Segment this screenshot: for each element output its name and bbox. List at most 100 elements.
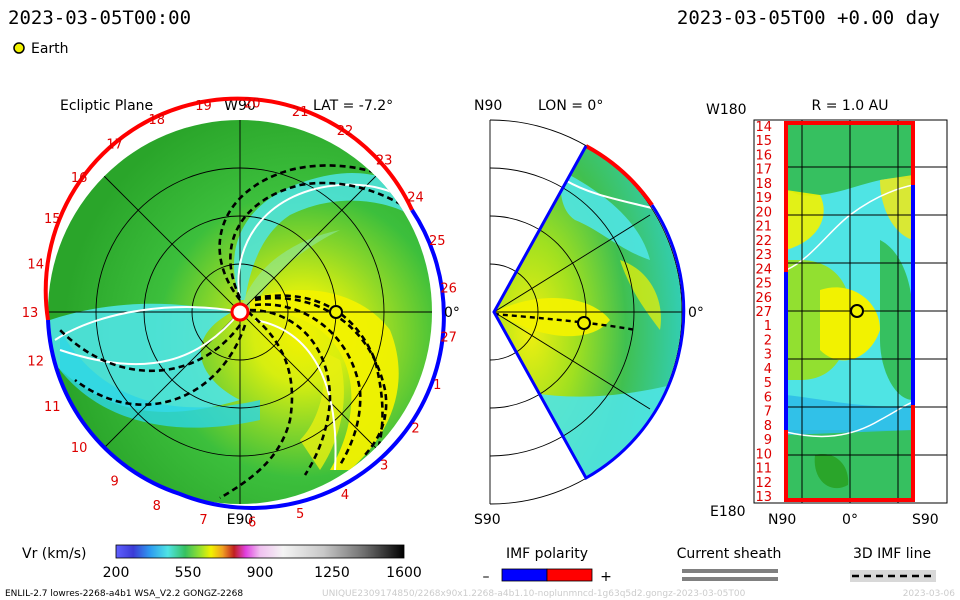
synoptic-y-label: 1	[764, 319, 772, 334]
synoptic-y-label: 23	[755, 248, 772, 263]
colorbar-tick: 200	[103, 565, 130, 581]
carrington-label: 23	[376, 153, 393, 168]
datetime-right: 2023-03-05T00 +0.00 day	[677, 7, 940, 29]
carrington-label: 3	[380, 459, 388, 474]
carrington-label: 13	[22, 306, 39, 321]
imf-minus-sign: –	[483, 569, 490, 585]
synoptic-y-label: 22	[755, 234, 772, 249]
carrington-label: 5	[296, 507, 304, 522]
carrington-label: 1	[433, 378, 441, 393]
synoptic-y-label: 16	[755, 149, 772, 164]
current-sheath-legend: Current sheath	[677, 546, 782, 581]
synoptic-y-label: 12	[755, 476, 772, 491]
colorbar-tick: 900	[247, 565, 274, 581]
carrington-label: 7	[199, 513, 207, 528]
carrington-label: 10	[71, 441, 88, 456]
ecliptic-top-label: W90	[224, 98, 256, 114]
synoptic-panel: W180 R = 1.0 AU	[706, 98, 948, 528]
meridional-polarity-negative	[492, 145, 686, 481]
synoptic-y-label: 3	[764, 348, 772, 363]
synoptic-y-label: 10	[755, 447, 772, 462]
earth-marker-ecliptic	[329, 305, 343, 319]
current-sheath-swatch-top	[682, 569, 778, 573]
datetime-left: 2023-03-05T00:00	[8, 7, 191, 29]
synoptic-y-label: 13	[755, 490, 772, 505]
synoptic-y-label: 20	[755, 205, 772, 220]
carrington-label: 9	[110, 474, 118, 489]
synoptic-y-label: 15	[755, 134, 772, 149]
colorbar-tick: 550	[175, 565, 202, 581]
synoptic-y-label: 8	[764, 419, 772, 434]
carrington-label: 21	[292, 105, 309, 120]
colorbar-gradient	[115, 544, 405, 559]
carrington-label: 19	[195, 99, 212, 114]
colorbar-tick: 1250	[314, 565, 350, 581]
earth-legend-icon	[13, 42, 25, 54]
current-sheath-swatch-bottom	[682, 577, 778, 581]
imf-negative-swatch	[501, 568, 548, 582]
carrington-label: 26	[440, 282, 457, 297]
meridional-field	[494, 146, 682, 478]
carrington-label: 8	[153, 499, 161, 514]
ecliptic-polarity-positive	[43, 96, 414, 321]
colorbar-label: Vr (km/s)	[22, 546, 86, 562]
carrington-label: 27	[440, 330, 457, 345]
meridional-top-label: N90	[474, 98, 502, 114]
meridional-right-label: 0°	[688, 305, 704, 321]
synoptic-y-label: 24	[755, 262, 772, 277]
synoptic-y-label: 17	[755, 163, 772, 178]
ecliptic-title: Ecliptic Plane	[60, 98, 153, 114]
synoptic-x-label-north: N90	[768, 512, 796, 528]
synoptic-top-left-label: W180	[706, 102, 747, 118]
carrington-labels: 19 20212223242526271234567891011121314151…	[22, 96, 457, 530]
earth-legend-label: Earth	[31, 41, 69, 57]
carrington-label: 12	[27, 354, 44, 369]
current-sheath-title: Current sheath	[677, 546, 782, 562]
ecliptic-polarity-negative	[46, 208, 446, 510]
synoptic-title: R = 1.0 AU	[812, 98, 889, 114]
imf-polarity-title: IMF polarity	[506, 546, 588, 562]
synoptic-y-label: 27	[755, 305, 772, 320]
synoptic-y-label: 26	[755, 291, 772, 306]
meridional-polarity-positive	[585, 144, 654, 207]
carrington-label: 22	[337, 124, 354, 139]
synoptic-y-label: 25	[755, 277, 772, 292]
run-id: UNIQUE2309174850/2268x90x1.2268-a4b1.10-…	[322, 589, 746, 599]
carrington-label: 6	[248, 516, 256, 531]
earth-marker-synoptic	[850, 304, 864, 318]
synoptic-y-label: 11	[755, 462, 772, 477]
synoptic-y-label: 19	[755, 191, 772, 206]
synoptic-y-label: 18	[755, 177, 772, 192]
carrington-label: 15	[44, 212, 61, 227]
carrington-label: 25	[429, 234, 446, 249]
synoptic-y-label: 6	[764, 390, 772, 405]
imf-plus-sign: +	[600, 569, 612, 585]
synoptic-y-label: 21	[755, 220, 772, 235]
sun-marker	[230, 302, 250, 322]
carrington-label: 2	[411, 421, 419, 436]
ecliptic-right-label: 0°	[444, 305, 460, 321]
synoptic-y-label: 14	[755, 120, 772, 135]
synoptic-y-label: 4	[764, 362, 772, 377]
synoptic-x-label-zero: 0°	[842, 512, 858, 528]
synoptic-y-label: 2	[764, 334, 772, 349]
synoptic-x-label-south: S90	[912, 512, 939, 528]
carrington-label: 18	[149, 113, 166, 128]
meridional-bottom-label: S90	[474, 512, 501, 528]
colorbar-tick: 1600	[386, 565, 422, 581]
imf-line-title: 3D IMF line	[853, 546, 931, 562]
imf-line-legend: 3D IMF line	[850, 546, 936, 582]
ecliptic-plane-panel: Ecliptic Plane W90 LAT = -7.2°	[22, 96, 460, 530]
imf-positive-swatch	[546, 568, 593, 582]
date-stamp: 2023-03-06	[903, 589, 956, 599]
synoptic-y-label: 5	[764, 376, 772, 391]
carrington-label: 20	[244, 96, 261, 111]
carrington-label: 17	[106, 138, 123, 153]
synoptic-bottom-left-label: E180	[710, 504, 746, 520]
carrington-label: 4	[341, 488, 349, 503]
earth-marker-meridional	[577, 316, 591, 330]
carrington-label: 14	[27, 258, 44, 273]
model-info: ENLIL-2.7 lowres-2268-a4b1 WSA_V2.2 GONG…	[5, 589, 243, 599]
carrington-label: 16	[71, 171, 88, 186]
